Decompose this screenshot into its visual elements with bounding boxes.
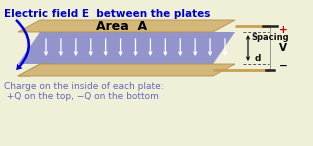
Text: d: d [255, 54, 261, 63]
Text: Electric field E  between the plates: Electric field E between the plates [4, 9, 210, 19]
Polygon shape [18, 64, 52, 76]
Text: +Q on the top, −Q on the bottom: +Q on the top, −Q on the bottom [4, 92, 159, 101]
FancyArrowPatch shape [15, 19, 30, 70]
Polygon shape [18, 32, 235, 64]
Text: Charge on the inside of each plate:: Charge on the inside of each plate: [4, 82, 164, 91]
Text: −: − [279, 61, 288, 71]
Polygon shape [18, 20, 235, 32]
Text: Area  A: Area A [96, 20, 147, 33]
Text: V: V [279, 43, 287, 53]
Text: +: + [279, 25, 288, 35]
Polygon shape [18, 64, 235, 76]
Text: Spacing: Spacing [251, 33, 289, 42]
